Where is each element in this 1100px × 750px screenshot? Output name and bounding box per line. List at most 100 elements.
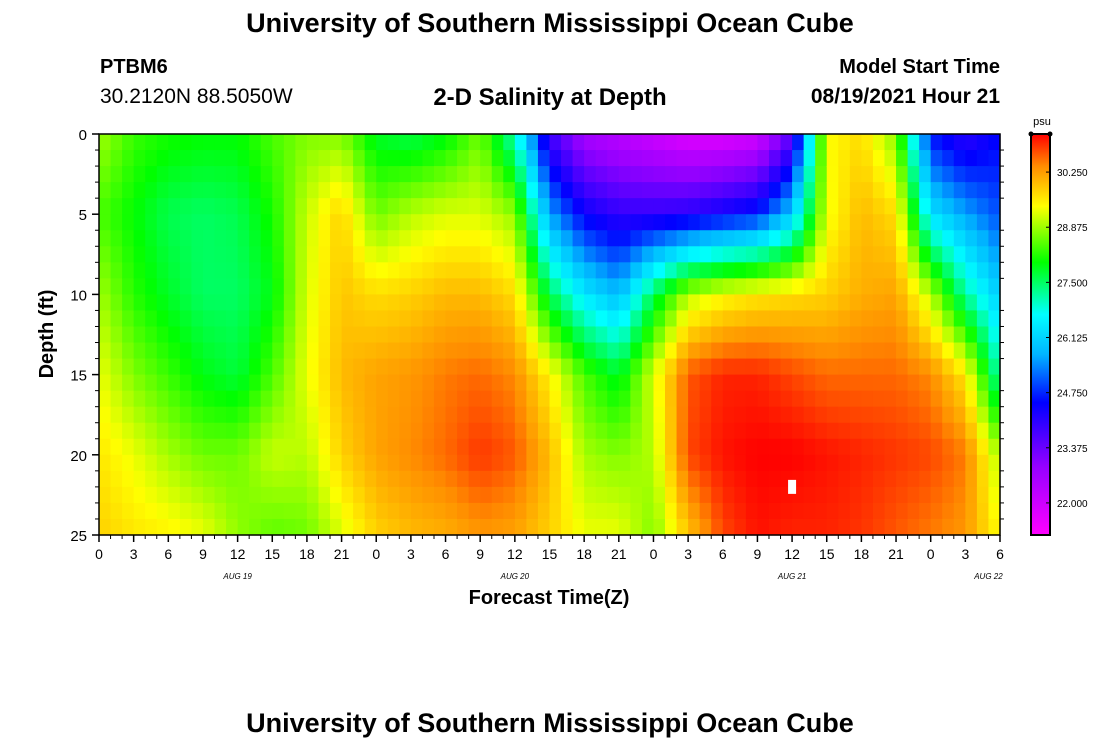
heatmap-cell xyxy=(480,454,493,472)
heatmap-cell xyxy=(168,438,181,456)
heatmap-cell xyxy=(942,486,955,504)
heatmap-cell xyxy=(976,182,990,199)
heatmap-cell xyxy=(191,262,204,279)
heatmap-cell xyxy=(803,374,816,392)
heatmap-cell xyxy=(156,294,169,312)
heatmap-cell xyxy=(364,214,377,231)
heatmap-cell xyxy=(330,230,343,247)
heatmap-cell xyxy=(433,230,447,247)
heatmap-cell xyxy=(988,214,1001,231)
heatmap-cell xyxy=(410,294,424,312)
heatmap-cell xyxy=(503,438,516,456)
heatmap-cell xyxy=(607,310,620,328)
heatmap-cell xyxy=(514,342,527,360)
heatmap-cell xyxy=(249,390,262,408)
colorbar-corner xyxy=(1047,131,1053,137)
heatmap-cell xyxy=(99,422,112,440)
heatmap-cell xyxy=(283,390,296,408)
heatmap-cell xyxy=(607,326,620,344)
heatmap-cell xyxy=(214,198,227,215)
heatmap-cell xyxy=(745,422,759,440)
heatmap-cell xyxy=(584,214,597,231)
heatmap-cell xyxy=(884,278,897,295)
heatmap-cell xyxy=(780,374,793,392)
heatmap-cell xyxy=(665,134,678,151)
heatmap-cell xyxy=(468,166,481,183)
heatmap-cell xyxy=(514,214,527,231)
heatmap-cell xyxy=(768,390,782,408)
heatmap-cell xyxy=(156,358,169,376)
heatmap-cell xyxy=(757,182,770,199)
heatmap-cell xyxy=(295,278,308,295)
heatmap-cell xyxy=(826,518,839,536)
colorbar-label: 23.375 xyxy=(1057,444,1088,455)
heatmap-cell xyxy=(965,454,978,472)
heatmap-cell xyxy=(387,518,400,536)
heatmap-cell xyxy=(896,150,909,167)
heatmap-cell xyxy=(676,278,689,295)
heatmap-cell xyxy=(260,310,273,328)
heatmap-cell xyxy=(191,358,204,376)
heatmap-cell xyxy=(410,230,424,247)
heatmap-cell xyxy=(803,390,816,408)
heatmap-cell xyxy=(468,342,481,360)
heatmap-cell xyxy=(202,246,216,263)
heatmap-cell xyxy=(260,214,273,231)
heatmap-cell xyxy=(445,326,458,344)
heatmap-cell xyxy=(387,150,400,167)
heatmap-cell xyxy=(353,166,366,183)
heatmap-cell xyxy=(260,438,273,456)
heatmap-cell xyxy=(549,310,562,328)
heatmap-cell xyxy=(318,358,331,376)
heatmap-cell xyxy=(722,422,735,440)
heatmap-cell xyxy=(191,518,204,536)
heatmap-cell xyxy=(526,342,539,360)
heatmap-cell xyxy=(965,262,978,279)
heatmap-cell xyxy=(237,262,250,279)
heatmap-cell xyxy=(618,198,631,215)
heatmap-cell xyxy=(792,166,805,183)
heatmap-cell xyxy=(688,374,701,392)
heatmap-cell xyxy=(803,166,816,183)
heatmap-cell xyxy=(561,198,574,215)
heatmap-cell xyxy=(896,134,909,151)
heatmap-cell xyxy=(133,502,146,520)
heatmap-cell xyxy=(110,342,123,360)
heatmap-cell xyxy=(537,230,551,247)
heatmap-cell xyxy=(179,246,193,263)
heatmap-cell xyxy=(688,246,701,263)
heatmap-cell xyxy=(318,438,331,456)
heatmap-cell xyxy=(445,502,458,520)
heatmap-cell xyxy=(295,230,308,247)
heatmap-cell xyxy=(665,406,678,424)
heatmap-cell xyxy=(965,278,978,295)
heatmap-cell xyxy=(942,150,955,167)
heatmap-cell xyxy=(526,230,539,247)
heatmap-cell xyxy=(110,518,123,536)
heatmap-cell xyxy=(260,150,273,167)
heatmap-cell xyxy=(214,278,227,295)
heatmap-cell xyxy=(364,374,377,392)
heatmap-cell xyxy=(168,134,181,151)
heatmap-cell xyxy=(607,518,620,536)
heatmap-cell xyxy=(676,182,689,199)
heatmap-cell xyxy=(976,422,990,440)
heatmap-cell xyxy=(919,278,932,295)
heatmap-cell xyxy=(226,438,239,456)
heatmap-cell xyxy=(572,342,585,360)
heatmap-cell xyxy=(179,502,193,520)
heatmap-cell xyxy=(237,342,250,360)
heatmap-cell xyxy=(942,278,955,295)
heatmap-cell xyxy=(549,182,562,199)
heatmap-cell xyxy=(595,294,608,312)
heatmap-cell xyxy=(930,374,943,392)
heatmap-cell xyxy=(445,294,458,312)
heatmap-cell xyxy=(503,358,516,376)
heatmap-cell xyxy=(734,390,747,408)
heatmap-cell xyxy=(202,358,216,376)
heatmap-cell xyxy=(399,182,412,199)
heatmap-cell xyxy=(849,438,862,456)
heatmap-cell xyxy=(942,454,955,472)
heatmap-cell xyxy=(919,326,932,344)
heatmap-cell xyxy=(122,246,135,263)
